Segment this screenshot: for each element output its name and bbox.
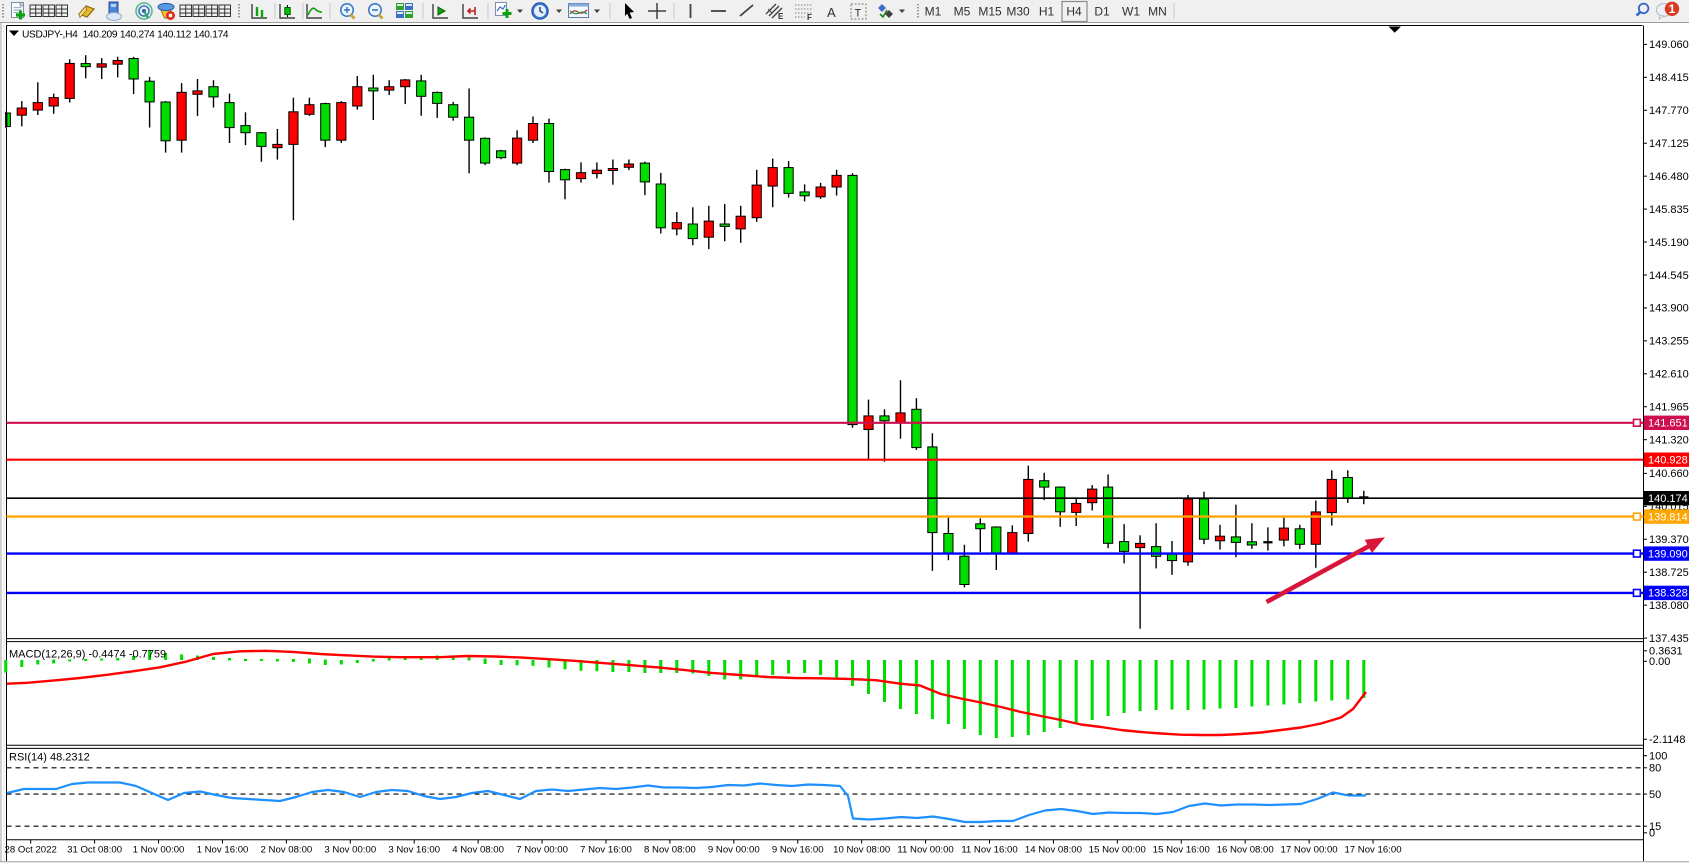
svg-text:0: 0 bbox=[1649, 828, 1655, 840]
svg-text:141.651: 141.651 bbox=[1648, 418, 1688, 430]
svg-text:139.814: 139.814 bbox=[1648, 511, 1688, 523]
svg-text:M5: M5 bbox=[954, 5, 971, 19]
svg-text:M15: M15 bbox=[978, 5, 1002, 19]
svg-text:9 Nov 16:00: 9 Nov 16:00 bbox=[772, 845, 824, 856]
svg-text:MACD(12,26,9) -0.4474 -0.7759: MACD(12,26,9) -0.4474 -0.7759 bbox=[9, 649, 166, 661]
svg-text:7 Nov 00:00: 7 Nov 00:00 bbox=[516, 845, 568, 856]
svg-text:140.174: 140.174 bbox=[1648, 493, 1688, 505]
svg-text:D1: D1 bbox=[1094, 5, 1110, 19]
svg-text:T: T bbox=[855, 8, 862, 20]
svg-text:H4: H4 bbox=[1066, 5, 1082, 19]
svg-text:0.00: 0.00 bbox=[1649, 656, 1670, 668]
svg-text:10 Nov 08:00: 10 Nov 08:00 bbox=[833, 845, 890, 856]
svg-text:1 Nov 00:00: 1 Nov 00:00 bbox=[133, 845, 185, 856]
svg-text:141.320: 141.320 bbox=[1649, 434, 1689, 446]
svg-text:28 Oct 2022: 28 Oct 2022 bbox=[5, 845, 57, 856]
svg-text:1 Nov 16:00: 1 Nov 16:00 bbox=[197, 845, 249, 856]
svg-text:50: 50 bbox=[1649, 789, 1661, 801]
svg-text:144.545: 144.545 bbox=[1649, 270, 1689, 282]
svg-text:100: 100 bbox=[1649, 751, 1667, 763]
svg-text:17 Nov 16:00: 17 Nov 16:00 bbox=[1344, 845, 1401, 856]
svg-text:H1: H1 bbox=[1039, 5, 1055, 19]
svg-text:3 Nov 16:00: 3 Nov 16:00 bbox=[388, 845, 440, 856]
svg-text:147.125: 147.125 bbox=[1649, 138, 1689, 150]
svg-text:0.3631: 0.3631 bbox=[1649, 646, 1683, 658]
svg-text:15 Nov 00:00: 15 Nov 00:00 bbox=[1089, 845, 1146, 856]
svg-text:W1: W1 bbox=[1122, 5, 1140, 19]
svg-text:15: 15 bbox=[1649, 821, 1661, 833]
svg-text:4 Nov 08:00: 4 Nov 08:00 bbox=[452, 845, 504, 856]
svg-text:143.255: 143.255 bbox=[1649, 336, 1689, 348]
svg-text:140.928: 140.928 bbox=[1648, 455, 1688, 467]
svg-text:138.080: 138.080 bbox=[1649, 600, 1689, 612]
svg-text:142.610: 142.610 bbox=[1649, 369, 1689, 381]
svg-text:140.660: 140.660 bbox=[1649, 468, 1689, 480]
svg-text:7 Nov 16:00: 7 Nov 16:00 bbox=[580, 845, 632, 856]
svg-text:138.725: 138.725 bbox=[1649, 567, 1689, 579]
svg-text:15 Nov 16:00: 15 Nov 16:00 bbox=[1153, 845, 1210, 856]
svg-text:31 Oct 08:00: 31 Oct 08:00 bbox=[67, 845, 122, 856]
svg-text:11 Nov 16:00: 11 Nov 16:00 bbox=[961, 845, 1017, 856]
svg-text:145.190: 145.190 bbox=[1649, 237, 1689, 249]
svg-text:E: E bbox=[778, 12, 784, 21]
svg-text:14 Nov 08:00: 14 Nov 08:00 bbox=[1025, 845, 1082, 856]
svg-text:148.415: 148.415 bbox=[1649, 72, 1689, 84]
svg-text:11 Nov 00:00: 11 Nov 00:00 bbox=[897, 845, 953, 856]
svg-text:143.900: 143.900 bbox=[1649, 303, 1689, 315]
svg-text:2 Nov 08:00: 2 Nov 08:00 bbox=[261, 845, 313, 856]
svg-text:3 Nov 00:00: 3 Nov 00:00 bbox=[324, 845, 376, 856]
svg-text:139.090: 139.090 bbox=[1648, 548, 1688, 560]
svg-text:138.328: 138.328 bbox=[1648, 588, 1688, 600]
svg-text:147.770: 147.770 bbox=[1649, 105, 1689, 117]
svg-text:-2.1148: -2.1148 bbox=[1649, 734, 1686, 746]
svg-text:M1: M1 bbox=[925, 5, 942, 19]
svg-text:145.835: 145.835 bbox=[1649, 204, 1689, 216]
svg-text:141.965: 141.965 bbox=[1649, 402, 1689, 414]
svg-text:RSI(14) 48.2312: RSI(14) 48.2312 bbox=[9, 752, 90, 764]
svg-text:F: F bbox=[807, 13, 812, 22]
svg-text:USDJPY-,H4 140.209 140.274 14: USDJPY-,H4 140.209 140.274 140.112 140.1… bbox=[22, 29, 229, 40]
svg-text:80: 80 bbox=[1649, 763, 1661, 775]
svg-text:137.435: 137.435 bbox=[1649, 633, 1689, 645]
svg-text:A: A bbox=[827, 5, 836, 20]
svg-text:146.480: 146.480 bbox=[1649, 171, 1689, 183]
svg-text:149.060: 149.060 bbox=[1649, 39, 1689, 51]
svg-text:8 Nov 08:00: 8 Nov 08:00 bbox=[644, 845, 696, 856]
svg-text:1: 1 bbox=[1669, 2, 1676, 16]
svg-text:139.370: 139.370 bbox=[1649, 534, 1689, 546]
svg-text:M30: M30 bbox=[1006, 5, 1030, 19]
svg-text:MN: MN bbox=[1148, 5, 1167, 19]
svg-text:17 Nov 00:00: 17 Nov 00:00 bbox=[1281, 845, 1338, 856]
svg-text:16 Nov 08:00: 16 Nov 08:00 bbox=[1217, 845, 1274, 856]
svg-text:9 Nov 00:00: 9 Nov 00:00 bbox=[708, 845, 760, 856]
